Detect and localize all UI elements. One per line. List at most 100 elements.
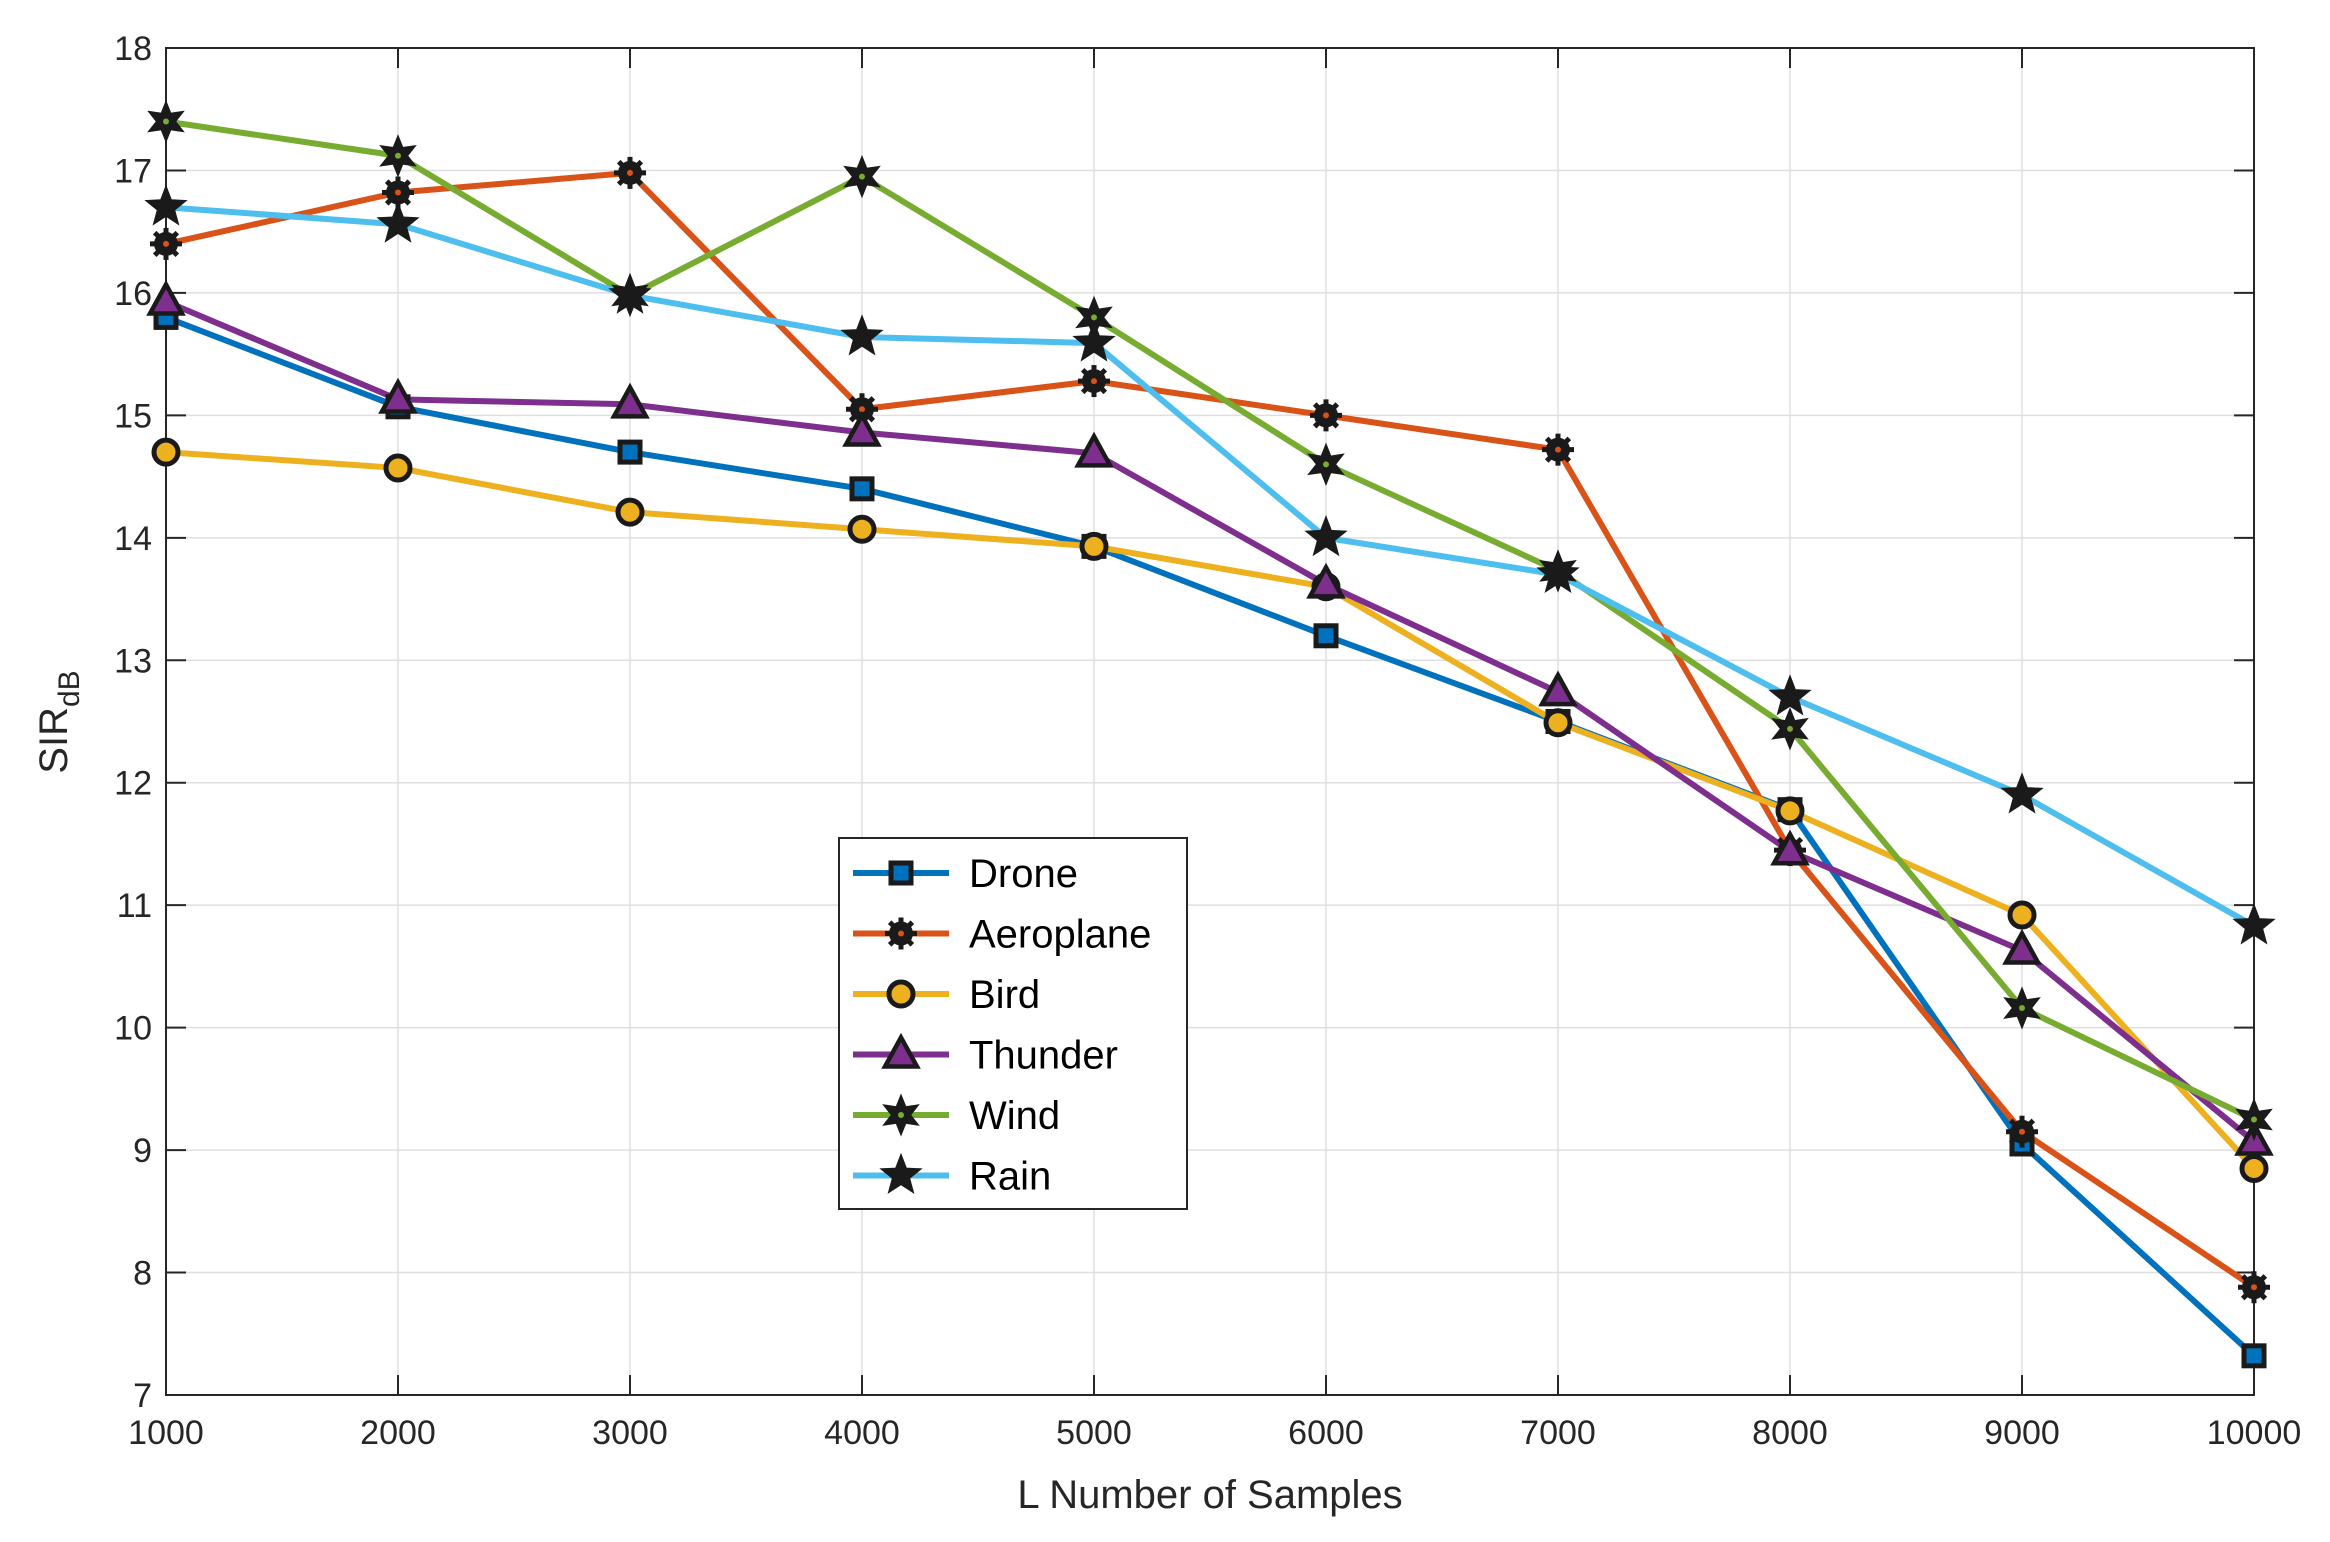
y-tick-label: 7 bbox=[133, 1377, 152, 1415]
legend-entries: Drone Aeroplane Bird Thunder Wind Rain bbox=[853, 852, 1151, 1199]
data-point-rain bbox=[1768, 674, 1812, 716]
data-point-thunder bbox=[1306, 562, 1346, 599]
y-axis-label: SIRdB bbox=[32, 670, 86, 773]
data-point-rain bbox=[840, 314, 884, 356]
data-point-bird bbox=[383, 453, 413, 483]
y-tick-label: 11 bbox=[117, 887, 152, 925]
data-point-bird bbox=[615, 497, 645, 527]
data-point-rain bbox=[608, 272, 652, 314]
data-point-rain bbox=[376, 201, 420, 243]
series-line-aeroplane bbox=[165, 169, 2256, 1290]
data-point-wind bbox=[2003, 986, 2041, 1030]
data-point-wind bbox=[379, 134, 417, 178]
series-line-wind bbox=[165, 118, 2256, 1123]
legend-label-rain: Rain bbox=[969, 1155, 1051, 1199]
data-point-thunder bbox=[1538, 670, 1578, 707]
data-point-aeroplane bbox=[150, 227, 182, 260]
legend-marker-rain bbox=[879, 1152, 923, 1194]
data-point-drone bbox=[2241, 1343, 2267, 1369]
y-tick-label: 10 bbox=[114, 1010, 152, 1048]
legend-label-thunder: Thunder bbox=[969, 1034, 1118, 1078]
x-tick-label: 5000 bbox=[1056, 1414, 1132, 1452]
y-tick-label: 16 bbox=[114, 275, 152, 313]
legend-item-bird: Bird bbox=[853, 973, 1040, 1017]
data-point-rain bbox=[1536, 551, 1580, 593]
plot-border bbox=[165, 47, 2255, 1396]
data-point-rain bbox=[2232, 903, 2276, 945]
data-point-thunder bbox=[378, 377, 418, 414]
legend-marker-drone bbox=[888, 860, 914, 886]
legend-marker-aeroplane bbox=[885, 917, 917, 950]
y-tick-label: 18 bbox=[114, 30, 152, 68]
axis-ticks bbox=[165, 47, 2255, 1396]
legend-box bbox=[838, 837, 1188, 1210]
x-tick-label: 9000 bbox=[1984, 1414, 2060, 1452]
legend-marker-bird bbox=[886, 979, 916, 1009]
x-tick-label: 3000 bbox=[592, 1414, 668, 1452]
y-tick-label: 15 bbox=[114, 397, 152, 435]
data-point-thunder bbox=[842, 410, 882, 447]
legend-label-wind: Wind bbox=[969, 1094, 1060, 1138]
x-tick-label: 4000 bbox=[824, 1414, 900, 1452]
legend-item-drone: Drone bbox=[853, 852, 1078, 896]
data-point-aeroplane bbox=[1310, 399, 1342, 432]
data-point-rain bbox=[144, 184, 188, 226]
legend-label-bird: Bird bbox=[969, 973, 1040, 1017]
data-point-aeroplane bbox=[614, 156, 646, 189]
legend-item-aeroplane: Aeroplane bbox=[853, 913, 1151, 957]
data-point-bird bbox=[2239, 1153, 2269, 1183]
y-tick-label: 8 bbox=[133, 1255, 152, 1293]
series-line-bird bbox=[165, 449, 2257, 1171]
y-tick-label: 17 bbox=[114, 152, 152, 190]
series-line-thunder bbox=[164, 298, 2256, 1144]
data-point-thunder bbox=[146, 279, 186, 316]
data-point-thunder bbox=[1074, 431, 1114, 468]
legend-marker-thunder bbox=[881, 1032, 921, 1069]
y-axis-label-subscript: dB bbox=[53, 670, 86, 707]
data-point-aeroplane bbox=[1542, 433, 1574, 466]
y-tick-label: 12 bbox=[114, 765, 152, 803]
series-line-drone bbox=[164, 314, 2257, 1359]
data-point-drone bbox=[617, 439, 643, 465]
data-point-bird bbox=[1079, 531, 1109, 561]
legend-label-aeroplane: Aeroplane bbox=[969, 913, 1151, 957]
data-point-bird bbox=[1543, 708, 1573, 738]
series-lines bbox=[164, 118, 2257, 1359]
data-point-thunder bbox=[1770, 829, 1810, 866]
legend-item-wind: Wind bbox=[853, 1093, 1060, 1138]
y-tick-label: 14 bbox=[114, 520, 152, 558]
data-point-wind bbox=[1307, 442, 1345, 486]
y-axis-label-main: SIR bbox=[32, 707, 76, 774]
data-point-rain bbox=[2000, 772, 2044, 814]
data-point-aeroplane bbox=[2238, 1271, 2270, 1304]
x-tick-label: 8000 bbox=[1752, 1414, 1828, 1452]
data-point-wind bbox=[147, 99, 185, 144]
plot-background bbox=[166, 48, 2254, 1395]
legend-marker-wind bbox=[882, 1093, 920, 1137]
data-point-wind bbox=[1771, 707, 1809, 751]
series-markers bbox=[144, 99, 2276, 1369]
data-point-rain bbox=[1304, 514, 1348, 557]
x-tick-label: 10000 bbox=[2207, 1414, 2302, 1452]
data-point-rain bbox=[1072, 320, 1116, 362]
data-point-aeroplane bbox=[2006, 1115, 2038, 1148]
y-tick-label: 9 bbox=[133, 1132, 152, 1170]
x-tick-label: 6000 bbox=[1288, 1414, 1364, 1452]
data-point-drone bbox=[1313, 623, 1339, 649]
y-tick-label: 13 bbox=[114, 642, 152, 680]
series-line-rain bbox=[165, 204, 2256, 929]
legend-label-drone: Drone bbox=[969, 852, 1078, 896]
data-point-aeroplane bbox=[382, 176, 414, 209]
data-point-wind bbox=[843, 154, 881, 199]
data-point-bird bbox=[847, 514, 877, 544]
data-point-bird bbox=[151, 437, 181, 467]
x-tick-labels: 1000 2000 3000 4000 5000 6000 7000 8000 9000 1000… bbox=[128, 1414, 2301, 1452]
data-point-bird bbox=[2007, 900, 2037, 930]
legend-item-thunder: Thunder bbox=[853, 1032, 1118, 1078]
legend: Drone Aeroplane Bird Thunder Wind Rain bbox=[838, 837, 1188, 1210]
data-point-aeroplane bbox=[1078, 365, 1110, 398]
data-point-thunder bbox=[610, 382, 650, 419]
x-tick-label: 1000 bbox=[128, 1414, 204, 1452]
x-tick-label: 7000 bbox=[1520, 1414, 1596, 1452]
